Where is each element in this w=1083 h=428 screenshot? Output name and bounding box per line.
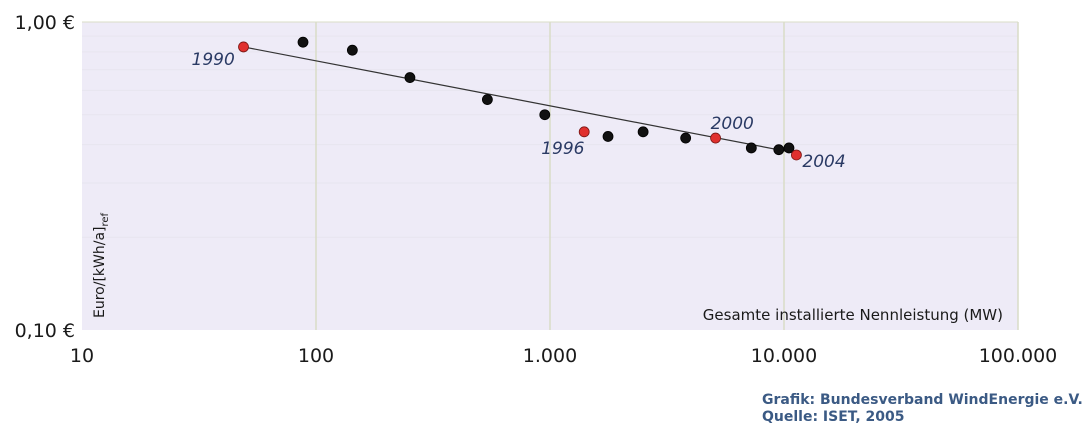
year-label-1990: 1990 — [192, 50, 235, 70]
data-point-highlighted — [791, 149, 802, 161]
x-tick-label: 100.000 — [979, 345, 1058, 367]
data-point — [297, 36, 309, 48]
credit-quelle: Quelle: ISET, 2005 — [762, 409, 905, 425]
data-point — [637, 126, 649, 138]
data-point — [346, 44, 358, 56]
year-labels: 1990 1996 2000 2004 — [192, 50, 846, 172]
data-point-highlighted — [238, 41, 249, 53]
data-point — [602, 131, 614, 142]
y-axis-label-subscript: ref — [100, 212, 111, 226]
x-tick-label: 1.000 — [523, 345, 577, 367]
x-tick-label: 10.000 — [751, 345, 817, 367]
data-point-highlighted — [578, 126, 590, 138]
y-tick-label: 1,00 € — [15, 12, 75, 34]
x-tick-label: 100 — [298, 345, 334, 367]
x-axis-label: Gesamte installierte Nennleistung (MW) — [703, 306, 1003, 324]
data-point — [404, 72, 416, 83]
y-axis: 0,10 € 1,00 € — [15, 12, 75, 342]
trendline-group — [243, 46, 797, 154]
y-tick-label: 0,10 € — [15, 320, 75, 342]
data-point — [783, 142, 795, 154]
data-point — [539, 109, 551, 121]
year-label-2000: 2000 — [711, 114, 754, 134]
data-point — [481, 94, 493, 105]
data-points — [238, 36, 802, 161]
y-axis-label-main: Euro/[kWh/a] — [92, 227, 108, 319]
data-point — [680, 132, 692, 144]
data-point — [745, 142, 757, 154]
x-axis: 10 100 1.000 10.000 100.000 — [70, 345, 1057, 367]
grid — [82, 21, 1019, 330]
trendline — [243, 46, 797, 154]
data-point — [773, 144, 785, 156]
data-point-highlighted — [710, 132, 721, 144]
credits: Grafik: Bundesverband WindEnergie e.V. Q… — [762, 392, 1083, 426]
year-label-1996: 1996 — [541, 139, 584, 159]
x-tick-label: 10 — [70, 345, 94, 367]
year-label-2004: 2004 — [802, 152, 845, 172]
credit-grafik: Grafik: Bundesverband WindEnergie e.V. — [762, 392, 1083, 408]
y-axis-label: Euro/[kWh/a]ref — [92, 212, 111, 318]
